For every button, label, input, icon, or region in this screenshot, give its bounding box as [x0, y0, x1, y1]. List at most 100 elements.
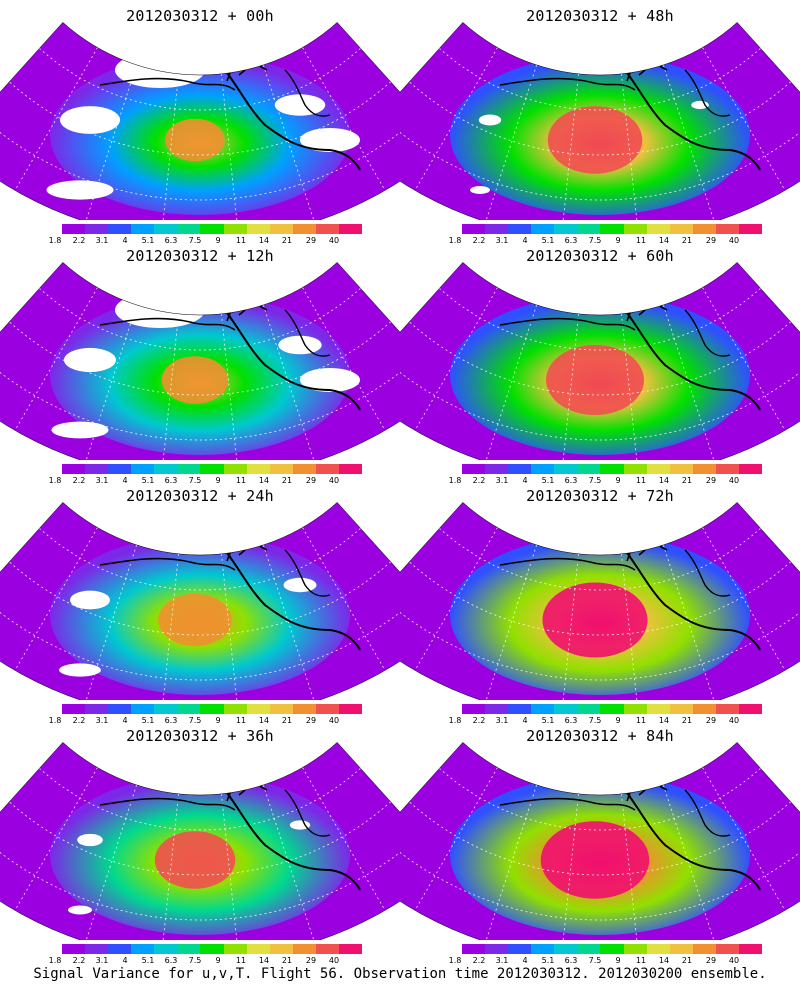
colorbar-tick-label: 40 — [728, 716, 740, 725]
colorbar-tick-label: 6.3 — [164, 716, 178, 725]
colorbar-tick-label: 3.1 — [495, 476, 509, 485]
colorbar-swatch — [485, 704, 509, 714]
panel-title: 2012030312 + 48h — [526, 7, 674, 25]
panel-title: 2012030312 + 00h — [126, 7, 274, 25]
colorbar-tick-label: 3.1 — [495, 236, 509, 245]
colorbar-swatch — [177, 944, 201, 954]
colorbar-swatch — [600, 464, 624, 474]
colorbar-swatch — [738, 224, 763, 234]
colorbar-swatch — [154, 464, 178, 474]
colorbar-swatch — [692, 464, 716, 474]
colorbar-ticks: 1.8 2.2 3.1 4 5.1 6.3 7.5 9 11 14 21 29 40 — [49, 476, 375, 486]
colorbar-tick-label: 4 — [522, 236, 528, 245]
colorbar-swatch — [554, 224, 578, 234]
colorbar-tick-label: 9 — [215, 476, 221, 485]
colorbar-tick-label: 2.2 — [472, 956, 486, 965]
colorbar-swatch — [131, 704, 155, 714]
colorbar-tick-label: 9 — [615, 476, 621, 485]
colorbar-ticks: 1.8 2.2 3.1 4 5.1 6.3 7.5 9 11 14 21 29 40 — [449, 956, 775, 966]
colorbar-swatch — [646, 944, 670, 954]
colorbar-swatch — [85, 464, 109, 474]
colorbar-tick-label: 2.2 — [72, 956, 86, 965]
colorbar-swatch — [338, 224, 363, 234]
colorbar — [62, 944, 363, 954]
colorbar — [462, 224, 763, 234]
colorbar-swatch — [200, 224, 224, 234]
colorbar-tick-label: 6.3 — [564, 956, 578, 965]
colorbar-swatch — [738, 704, 763, 714]
colorbar-tick-label: 29 — [705, 236, 717, 245]
colorbar-swatch — [508, 704, 532, 714]
colorbar-tick-label: 6.3 — [164, 476, 178, 485]
colorbar-tick-label: 5.1 — [541, 476, 555, 485]
colorbar-tick-label: 9 — [615, 716, 621, 725]
colorbar-tick-label: 11 — [235, 236, 247, 245]
colorbar-swatch — [200, 464, 224, 474]
colorbar-swatch — [154, 224, 178, 234]
colorbar-tick-label: 1.8 — [48, 716, 62, 725]
colorbar-tick-label: 11 — [635, 716, 647, 725]
colorbar-tick-label: 2.2 — [72, 716, 86, 725]
colorbar-swatch — [669, 224, 693, 234]
colorbar-tick-label: 9 — [215, 956, 221, 965]
colorbar-swatch — [177, 704, 201, 714]
colorbar-swatch — [108, 704, 132, 714]
colorbar-swatch — [623, 224, 647, 234]
figure-caption: Signal Variance for u,v,T. Flight 56. Ob… — [33, 966, 767, 982]
colorbar-tick-label: 40 — [728, 236, 740, 245]
colorbar-swatch — [485, 944, 509, 954]
colorbar-swatch — [531, 224, 555, 234]
colorbar-swatch — [577, 224, 601, 234]
colorbar-tick-label: 40 — [328, 716, 340, 725]
colorbar-swatch — [338, 704, 363, 714]
colorbar-tick-label: 5.1 — [541, 236, 555, 245]
map-panel: 2012030312 + 12h 1.8 2.2 3.1 4 5.1 6.3 7.5 9 11 14… — [0, 240, 400, 490]
colorbar-swatch — [338, 944, 363, 954]
colorbar-swatch — [315, 704, 339, 714]
colorbar-swatch — [269, 704, 293, 714]
forecast-map — [0, 261, 400, 460]
colorbar-tick-label: 5.1 — [141, 236, 155, 245]
colorbar-tick-label: 7.5 — [188, 236, 202, 245]
colorbar-swatch — [577, 704, 601, 714]
colorbar-tick-label: 4 — [522, 476, 528, 485]
colorbar-tick-label: 9 — [615, 956, 621, 965]
colorbar-tick-label: 21 — [681, 236, 693, 245]
colorbar-swatch — [531, 704, 555, 714]
colorbar-tick-label: 7.5 — [588, 236, 602, 245]
colorbar-swatch — [315, 464, 339, 474]
colorbar-swatch — [669, 944, 693, 954]
colorbar-tick-label: 2.2 — [472, 716, 486, 725]
colorbar-swatch — [554, 464, 578, 474]
colorbar-swatch — [200, 944, 224, 954]
forecast-map — [400, 741, 800, 940]
colorbar-ticks: 1.8 2.2 3.1 4 5.1 6.3 7.5 9 11 14 21 29 40 — [449, 476, 775, 486]
colorbar-swatch — [131, 944, 155, 954]
colorbar-tick-label: 7.5 — [588, 476, 602, 485]
colorbar — [462, 944, 763, 954]
colorbar-swatch — [154, 704, 178, 714]
colorbar-swatch — [669, 464, 693, 474]
colorbar-tick-label: 6.3 — [164, 956, 178, 965]
colorbar-swatch — [692, 704, 716, 714]
colorbar-tick-label: 5.1 — [141, 476, 155, 485]
colorbar-tick-label: 9 — [215, 236, 221, 245]
colorbar-tick-label: 7.5 — [188, 476, 202, 485]
colorbar-swatch — [315, 224, 339, 234]
map-panel: 2012030312 + 48h 1.8 2.2 3.1 4 5.1 6.3 7.5 9 11 14… — [400, 0, 800, 250]
colorbar-swatch — [577, 944, 601, 954]
map-panel: 2012030312 + 36h 1.8 2.2 3.1 4 5.1 6.3 7.5 9 11 14… — [0, 720, 400, 970]
map-panel: 2012030312 + 72h 1.8 2.2 3.1 4 5.1 6.3 7.5 9 11 14… — [400, 480, 800, 730]
colorbar-swatch — [223, 224, 247, 234]
colorbar-tick-label: 14 — [658, 236, 670, 245]
colorbar-tick-label: 9 — [615, 236, 621, 245]
colorbar-swatch — [246, 944, 270, 954]
colorbar-swatch — [108, 224, 132, 234]
colorbar-tick-label: 6.3 — [564, 476, 578, 485]
colorbar-tick-label: 6.3 — [164, 236, 178, 245]
colorbar-swatch — [485, 224, 509, 234]
colorbar-tick-label: 4 — [122, 476, 128, 485]
colorbar-tick-label: 4 — [522, 956, 528, 965]
forecast-map — [400, 21, 800, 220]
colorbar-swatch — [131, 224, 155, 234]
